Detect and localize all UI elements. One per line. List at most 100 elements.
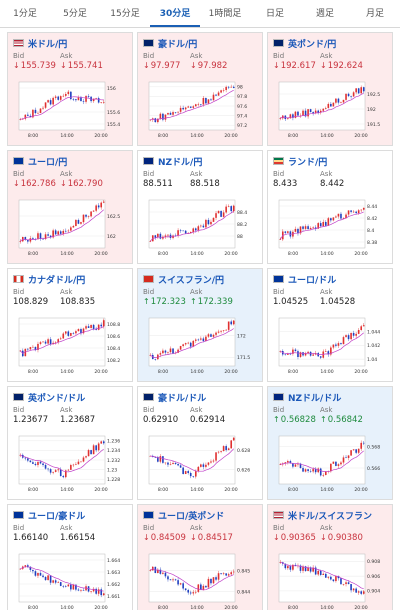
pair-name-link[interactable]: ユーロ/円 [28, 157, 68, 168]
candle-body [90, 211, 92, 217]
ask-label: Ask [60, 288, 73, 296]
rate-card[interactable]: ユーロ/ドル Bid Ask 1.04525 1.04528 1.044 1.042 1.04… [267, 268, 393, 382]
candle-body [29, 566, 32, 570]
au-flag-icon [143, 39, 154, 47]
tab-timeframe[interactable]: 15分足 [110, 9, 140, 19]
tab-timeframe[interactable]: 30分足 [150, 0, 200, 27]
price-chart[interactable]: 108.8 108.6 108.4 108.2 8:00 14:00 20:00 [15, 314, 125, 376]
price-chart[interactable]: 192.5 192 191.5 8:00 14:00 20:00 [275, 78, 385, 140]
price-chart[interactable]: 172 171.5 8:00 14:00 20:00 [145, 314, 255, 376]
arrow-up-icon: ↑ [273, 415, 280, 424]
candle-body [85, 456, 87, 458]
price-chart[interactable]: 0.628 0.626 8:00 14:00 20:00 [145, 432, 255, 494]
ask-price: 155.741 [67, 61, 103, 71]
moving-average-line [150, 448, 234, 472]
ask-price: 8.442 [320, 179, 345, 189]
candle-body [200, 338, 202, 340]
tab-timeframe[interactable]: 1分足 [13, 9, 37, 19]
ask-value: 1.66154 [60, 533, 95, 543]
ask-label: Ask [60, 524, 73, 532]
pair-header: 英ポンド/円 [273, 37, 337, 50]
candle-body [72, 333, 75, 334]
pair-name-link[interactable]: ユーロ/ドル [288, 275, 337, 286]
candle-body [164, 114, 167, 120]
x-tick-label: 20:00 [224, 251, 237, 257]
candle-body [217, 451, 220, 453]
tab-timeframe[interactable]: 1時間足 [208, 9, 242, 19]
pair-name-link[interactable]: 豪ドル/円 [158, 39, 198, 50]
rate-card[interactable]: NZドル/円 Bid Ask 88.511 88.518 88.4 88.2 88 8:00 14… [137, 150, 263, 264]
pair-name-link[interactable]: NZドル/円 [158, 157, 203, 168]
tab-timeframe[interactable]: 週足 [315, 9, 334, 19]
price-chart[interactable]: 0.845 0.844 8:00 14:00 20:00 [145, 550, 255, 610]
tab-timeframe[interactable]: 日足 [265, 9, 284, 19]
candle-body [309, 470, 312, 472]
candle-body [322, 221, 325, 227]
price-chart[interactable]: 0.568 0.566 8:00 14:00 20:00 [275, 432, 385, 494]
rate-card[interactable]: ユーロ/英ポンド Bid Ask ↓0.84509 ↓0.84517 0.845 0.844… [137, 504, 263, 610]
pair-name-link[interactable]: 米ドル/スイスフラン [288, 511, 373, 522]
candle-body [179, 230, 182, 231]
x-tick-label: 20:00 [224, 133, 237, 139]
pair-name-link[interactable]: 米ドル/円 [28, 39, 68, 50]
pair-name-link[interactable]: 英ポンド/円 [288, 39, 337, 50]
candle-body [225, 329, 227, 331]
candle-body [39, 233, 42, 239]
price-chart[interactable]: 1.236 1.234 1.232 1.23 1.228 8:00 14:00 20:00 [15, 432, 125, 494]
rate-card[interactable]: 米ドル/スイスフラン Bid Ask ↓0.90365 ↓0.90380 0.908 0.9… [267, 504, 393, 610]
candle-body [44, 464, 47, 469]
candle-body [80, 97, 82, 102]
price-chart[interactable]: 1.044 1.042 1.04 8:00 14:00 20:00 [275, 314, 385, 376]
pair-name-link[interactable]: 豪ドル/ドル [158, 393, 207, 404]
x-tick-label: 8:00 [28, 605, 38, 610]
tab-timeframe[interactable]: 5分足 [63, 9, 87, 19]
candle-body [97, 98, 100, 103]
pair-name-link[interactable]: NZドル/ドル [288, 393, 342, 404]
candle-body [164, 572, 167, 577]
rate-card[interactable]: 英ポンド/円 Bid Ask ↓192.617 ↓192.624 192.5 192 191.… [267, 32, 393, 146]
rate-card[interactable]: ランド/円 Bid Ask 8.433 8.442 8.44 8.42 8.4 8.38 8:00… [267, 150, 393, 264]
candle-body [70, 227, 72, 231]
y-tick-label: 156 [107, 86, 116, 92]
price-chart[interactable]: 156 155.6 155.4 8:00 14:00 20:00 [15, 78, 125, 140]
pair-name-link[interactable]: スイスフラン/円 [158, 275, 225, 286]
candle-body [222, 330, 225, 331]
pair-name-link[interactable]: ランド/円 [288, 157, 328, 168]
price-chart[interactable]: 162.5 162 8:00 14:00 20:00 [15, 196, 125, 258]
price-chart[interactable]: 1.664 1.663 1.662 1.661 8:00 14:00 20:00 [15, 550, 125, 610]
candle-body [32, 109, 34, 118]
arrow-down-icon: ↓ [273, 533, 280, 542]
x-tick-label: 8:00 [158, 487, 168, 493]
candle-body [360, 591, 363, 594]
candle-body [284, 354, 287, 356]
pair-name-link[interactable]: ユーロ/豪ドル [28, 511, 86, 522]
candle-body [77, 97, 80, 101]
rate-card[interactable]: 米ドル/円 Bid Ask ↓155.739 ↓155.741 156 155.6 155.4… [7, 32, 133, 146]
rate-card[interactable]: 豪ドル/ドル Bid Ask 0.62910 0.62914 0.628 0.626 8:00… [137, 386, 263, 500]
rate-card[interactable]: 英ポンド/ドル Bid Ask 1.23677 1.23687 1.236 1.234 1.2… [7, 386, 133, 500]
candle-body [314, 469, 317, 473]
candlestick-chart: 0.568 0.566 8:00 14:00 20:00 [278, 435, 380, 493]
candle-body [100, 202, 103, 208]
price-chart[interactable]: 0.908 0.906 0.904 8:00 14:00 20:00 [275, 550, 385, 610]
candle-body [342, 218, 345, 219]
tab-timeframe[interactable]: 月足 [365, 9, 384, 19]
rate-card[interactable]: スイスフラン/円 Bid Ask ↑172.323 ↑172.339 172 171.5 8:… [137, 268, 263, 382]
price-chart[interactable]: 8.44 8.42 8.4 8.38 8:00 14:00 20:00 [275, 196, 385, 258]
rate-card[interactable]: カナダドル/円 Bid Ask 108.829 108.835 108.8 108.6 108… [7, 268, 133, 382]
pair-name-link[interactable]: ユーロ/英ポンド [158, 511, 225, 522]
pair-name-link[interactable]: カナダドル/円 [28, 275, 86, 286]
rate-card[interactable]: ユーロ/豪ドル Bid Ask 1.66140 1.66154 1.664 1.663 1.6… [7, 504, 133, 610]
y-tick-label: 8.44 [367, 204, 377, 210]
candle-body [54, 580, 57, 583]
price-chart[interactable]: 98 97.8 97.6 97.4 97.2 8:00 14:00 20:00 [145, 78, 255, 140]
candle-body [75, 331, 77, 334]
price-chart[interactable]: 88.4 88.2 88 8:00 14:00 20:00 [145, 196, 255, 258]
candle-body [309, 228, 312, 230]
rate-card[interactable]: ユーロ/円 Bid Ask ↓162.786 ↓162.790 162.5 162 8:00 1… [7, 150, 133, 264]
candle-body [340, 213, 342, 219]
rate-card[interactable]: NZドル/ドル Bid Ask ↑0.56828 ↑0.56842 0.568 0.566 8… [267, 386, 393, 500]
pair-name-link[interactable]: 英ポンド/ドル [28, 393, 86, 404]
candle-body [92, 98, 95, 102]
rate-card[interactable]: 豪ドル/円 Bid Ask ↓97.977 ↓97.982 98 97.8 97.6 97.4 9… [137, 32, 263, 146]
